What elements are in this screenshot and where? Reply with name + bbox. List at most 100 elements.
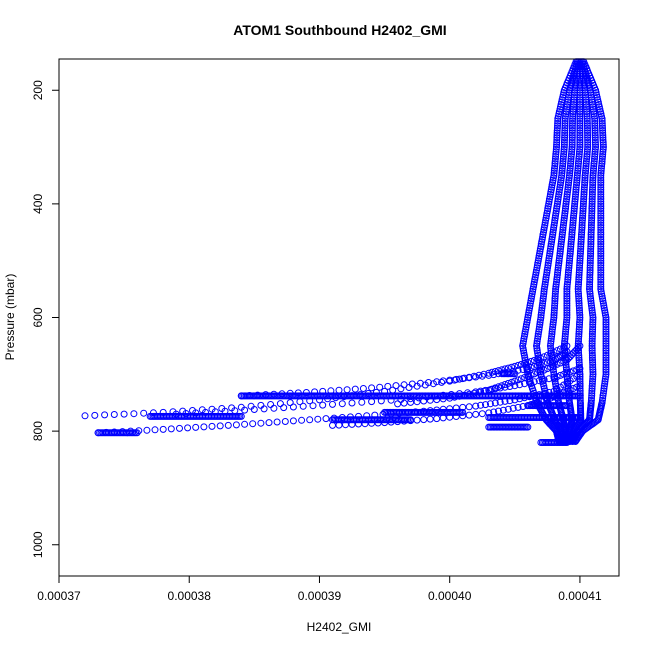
data-point bbox=[575, 323, 583, 331]
data-point bbox=[563, 285, 571, 293]
data-point bbox=[567, 157, 575, 165]
data-point bbox=[589, 172, 597, 179]
data-point bbox=[576, 375, 584, 383]
data-point bbox=[597, 266, 605, 274]
data-point bbox=[329, 400, 336, 408]
data-point bbox=[575, 349, 583, 357]
data-point bbox=[601, 375, 609, 383]
data-point bbox=[551, 290, 559, 298]
data-point bbox=[557, 240, 565, 248]
data-point bbox=[550, 169, 558, 177]
data-point bbox=[586, 259, 594, 267]
data-point bbox=[520, 335, 528, 343]
data-point bbox=[588, 209, 596, 217]
data-point bbox=[358, 398, 366, 406]
data-point bbox=[587, 240, 595, 248]
data-point bbox=[475, 371, 483, 379]
data-point bbox=[597, 254, 605, 262]
data-point bbox=[524, 423, 532, 431]
data-point bbox=[314, 415, 322, 423]
data-point bbox=[563, 290, 571, 298]
data-point bbox=[566, 167, 574, 175]
data-point bbox=[580, 188, 588, 196]
data-point bbox=[587, 238, 595, 246]
data-point bbox=[588, 193, 596, 201]
data-point bbox=[598, 119, 606, 127]
data-point bbox=[583, 122, 591, 130]
data-point bbox=[472, 373, 480, 381]
data-point bbox=[597, 257, 605, 265]
data-point bbox=[575, 325, 583, 333]
data-point bbox=[584, 134, 592, 142]
data-point bbox=[599, 136, 607, 144]
plot-area bbox=[58, 58, 620, 577]
data-point bbox=[501, 381, 509, 388]
data-point bbox=[535, 328, 543, 336]
data-point bbox=[575, 273, 583, 281]
data-point bbox=[599, 392, 607, 400]
data-point bbox=[540, 290, 548, 298]
data-point bbox=[597, 245, 605, 253]
data-point bbox=[575, 304, 583, 312]
data-point bbox=[459, 408, 467, 416]
data-point bbox=[534, 332, 542, 340]
data-point bbox=[574, 342, 582, 350]
data-point bbox=[351, 385, 359, 393]
data-point bbox=[567, 243, 575, 250]
data-point bbox=[306, 416, 314, 424]
data-point bbox=[597, 250, 605, 258]
data-point bbox=[438, 378, 446, 386]
data-point bbox=[176, 424, 183, 432]
data-point bbox=[602, 330, 610, 338]
data-point bbox=[576, 105, 584, 113]
data-point bbox=[591, 155, 598, 163]
data-point bbox=[561, 127, 569, 134]
data-point bbox=[597, 214, 605, 222]
data-point bbox=[216, 422, 224, 430]
data-point bbox=[548, 328, 556, 336]
data-point bbox=[571, 193, 579, 201]
data-point bbox=[413, 416, 421, 424]
data-point bbox=[589, 105, 597, 113]
data-point bbox=[491, 384, 499, 392]
data-point bbox=[576, 385, 584, 392]
data-point bbox=[587, 233, 595, 241]
data-point bbox=[550, 368, 558, 376]
data-point bbox=[576, 321, 583, 329]
chart-title: ATOM1 Southbound H2402_GMI bbox=[233, 22, 446, 38]
data-point bbox=[581, 174, 589, 182]
data-point bbox=[602, 321, 610, 329]
data-point bbox=[544, 259, 552, 267]
data-point bbox=[553, 138, 561, 146]
data-point bbox=[555, 254, 563, 262]
data-point bbox=[548, 238, 556, 246]
data-point bbox=[597, 183, 605, 191]
data-point bbox=[570, 207, 578, 215]
data-point bbox=[514, 403, 522, 411]
data-point bbox=[224, 421, 232, 429]
data-point bbox=[289, 403, 297, 411]
data-point bbox=[597, 174, 605, 182]
data-point bbox=[582, 157, 590, 165]
data-point bbox=[550, 309, 558, 317]
data-point bbox=[575, 299, 583, 307]
data-point bbox=[591, 131, 599, 139]
data-point bbox=[574, 169, 581, 177]
data-point bbox=[561, 124, 569, 132]
data-point bbox=[597, 169, 605, 177]
data-point bbox=[557, 176, 565, 184]
data-point bbox=[556, 183, 564, 191]
data-point bbox=[565, 174, 573, 182]
data-point bbox=[576, 309, 584, 317]
data-point bbox=[563, 316, 571, 324]
data-point bbox=[597, 190, 605, 198]
data-point bbox=[537, 368, 544, 376]
data-point bbox=[558, 233, 566, 241]
data-point bbox=[586, 292, 594, 300]
data-point bbox=[586, 271, 594, 279]
data-point bbox=[561, 212, 569, 220]
data-point bbox=[597, 181, 605, 189]
data-point bbox=[538, 302, 546, 310]
data-point bbox=[588, 190, 596, 198]
data-point bbox=[576, 117, 584, 125]
